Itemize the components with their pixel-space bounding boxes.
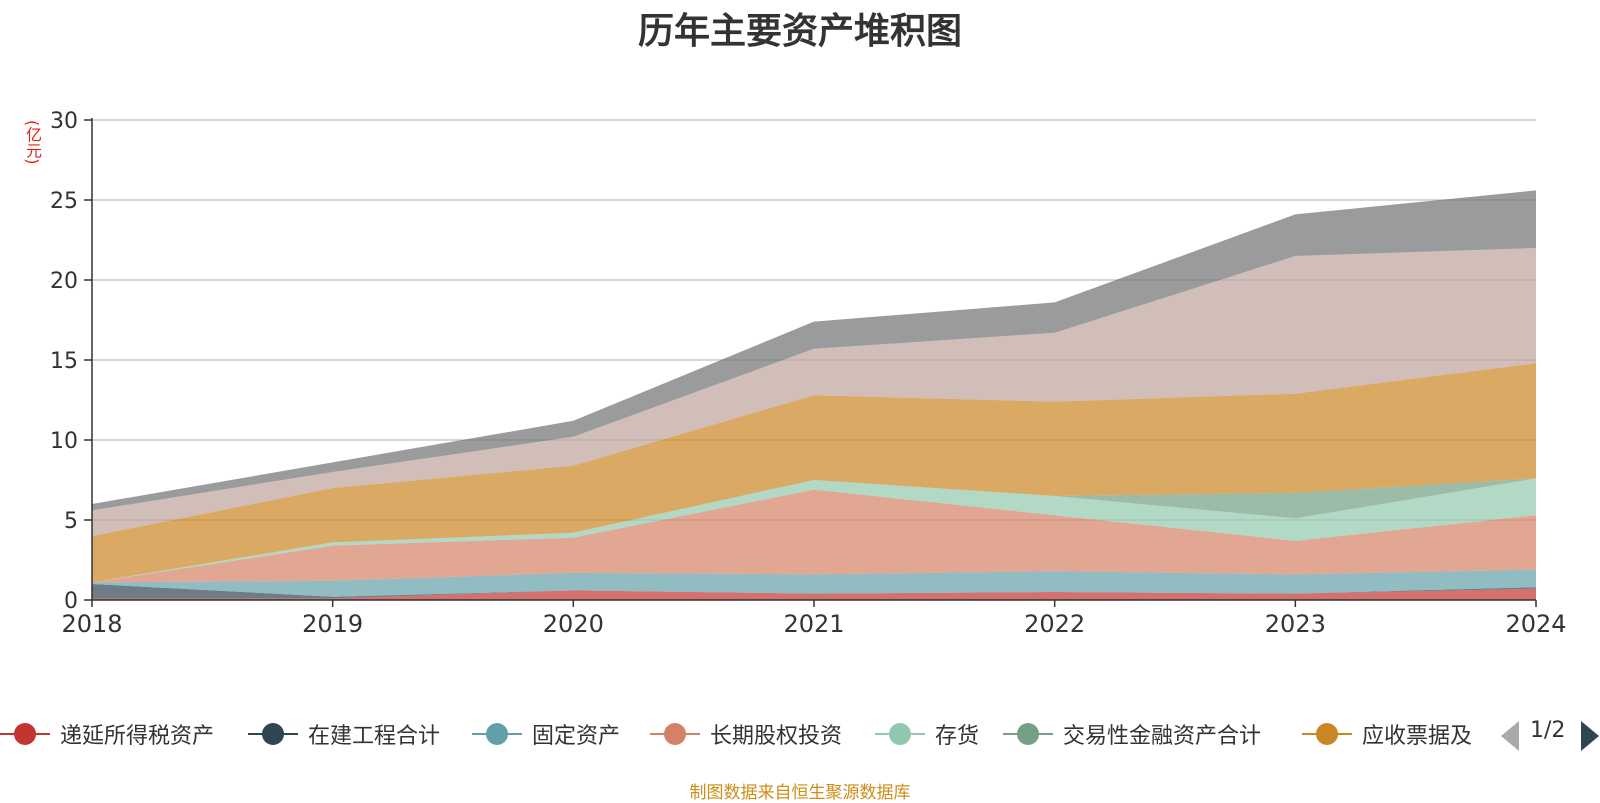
legend-page-indicator: 1/2 xyxy=(1530,718,1566,743)
chart-title: 历年主要资产堆积图 xyxy=(637,11,962,52)
y-axis-unit-label: (亿元) xyxy=(23,120,42,165)
legend-marker-icon xyxy=(0,714,50,754)
legend-item[interactable]: 固定资产 xyxy=(472,714,620,754)
y-tick-label: 5 xyxy=(64,509,78,534)
x-tick-label: 2020 xyxy=(543,610,604,638)
legend-item[interactable]: 在建工程合计 xyxy=(248,714,440,754)
x-tick-label: 2023 xyxy=(1265,610,1326,638)
legend-marker-icon xyxy=(1302,714,1352,754)
area-series-9 xyxy=(92,190,1536,511)
legend-marker-icon xyxy=(875,714,925,754)
data-source-note: 制图数据来自恒生聚源数据库 xyxy=(689,783,911,803)
area-series-3 xyxy=(92,569,1536,597)
legend-item[interactable]: 交易性金融资产合计 xyxy=(1003,714,1261,754)
y-tick-label: 0 xyxy=(64,589,78,614)
x-tick-label: 2019 xyxy=(302,610,363,638)
area-series-2 xyxy=(92,584,1536,599)
axes: 0 5 10 15 20 25 30 2018 2019 2020 2021 2022 2023 2024 xyxy=(50,109,1567,638)
x-tick-label: 2018 xyxy=(61,610,122,638)
legend-label: 递延所得税资产 xyxy=(60,724,215,749)
x-tick-label: 2021 xyxy=(783,610,844,638)
x-tick-label: 2024 xyxy=(1505,610,1566,638)
legend: 递延所得税资产 在建工程合计 固定资产 长期股权投资 存货 交易性金融资产合计 应收票据及 xyxy=(0,714,1600,754)
legend-label: 长期股权投资 xyxy=(710,724,843,749)
chart-area: 0 5 10 15 20 25 30 2018 2019 2020 2021 2022 2023 2024 xyxy=(50,109,1567,638)
legend-next-page-icon[interactable] xyxy=(1581,721,1599,751)
legend-marker-icon xyxy=(650,714,700,754)
legend-label: 应收票据及 xyxy=(1362,724,1473,749)
legend-item[interactable]: 应收票据及 xyxy=(1302,714,1472,754)
area-series-4 xyxy=(92,489,1536,583)
legend-prev-page-icon[interactable] xyxy=(1501,721,1519,751)
legend-label: 存货 xyxy=(935,724,980,749)
legend-label: 交易性金融资产合计 xyxy=(1063,724,1262,749)
legend-item[interactable]: 递延所得税资产 xyxy=(0,714,214,754)
legend-item[interactable]: 存货 xyxy=(875,714,979,754)
legend-marker-icon xyxy=(248,714,298,754)
area-series-1 xyxy=(92,588,1536,600)
area-series-5 xyxy=(92,478,1536,583)
x-tick-label: 2022 xyxy=(1024,610,1085,638)
area-series-7 xyxy=(92,363,1536,583)
legend-marker-icon xyxy=(472,714,522,754)
legend-marker-icon xyxy=(1003,714,1053,754)
legend-label: 在建工程合计 xyxy=(308,724,441,749)
legend-label: 固定资产 xyxy=(532,724,621,749)
stacked-areas xyxy=(92,190,1536,600)
area-series-6 xyxy=(92,478,1536,583)
area-series-8 xyxy=(92,248,1536,536)
y-tick-label: 30 xyxy=(50,109,78,134)
y-tick-label: 25 xyxy=(50,189,78,214)
y-tick-label: 20 xyxy=(50,269,78,294)
y-tick-label: 10 xyxy=(50,429,78,454)
legend-item[interactable]: 长期股权投资 xyxy=(650,714,842,754)
y-tick-label: 15 xyxy=(50,349,78,374)
